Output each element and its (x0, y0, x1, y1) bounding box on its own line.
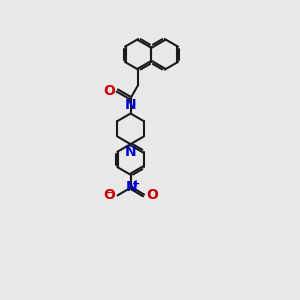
Text: O: O (103, 188, 115, 203)
Text: −: − (103, 188, 113, 198)
Text: N: N (125, 98, 136, 112)
Text: O: O (103, 83, 115, 98)
Text: N: N (125, 181, 137, 194)
Text: N: N (125, 145, 136, 159)
Text: O: O (146, 188, 158, 203)
Text: +: + (132, 178, 140, 189)
